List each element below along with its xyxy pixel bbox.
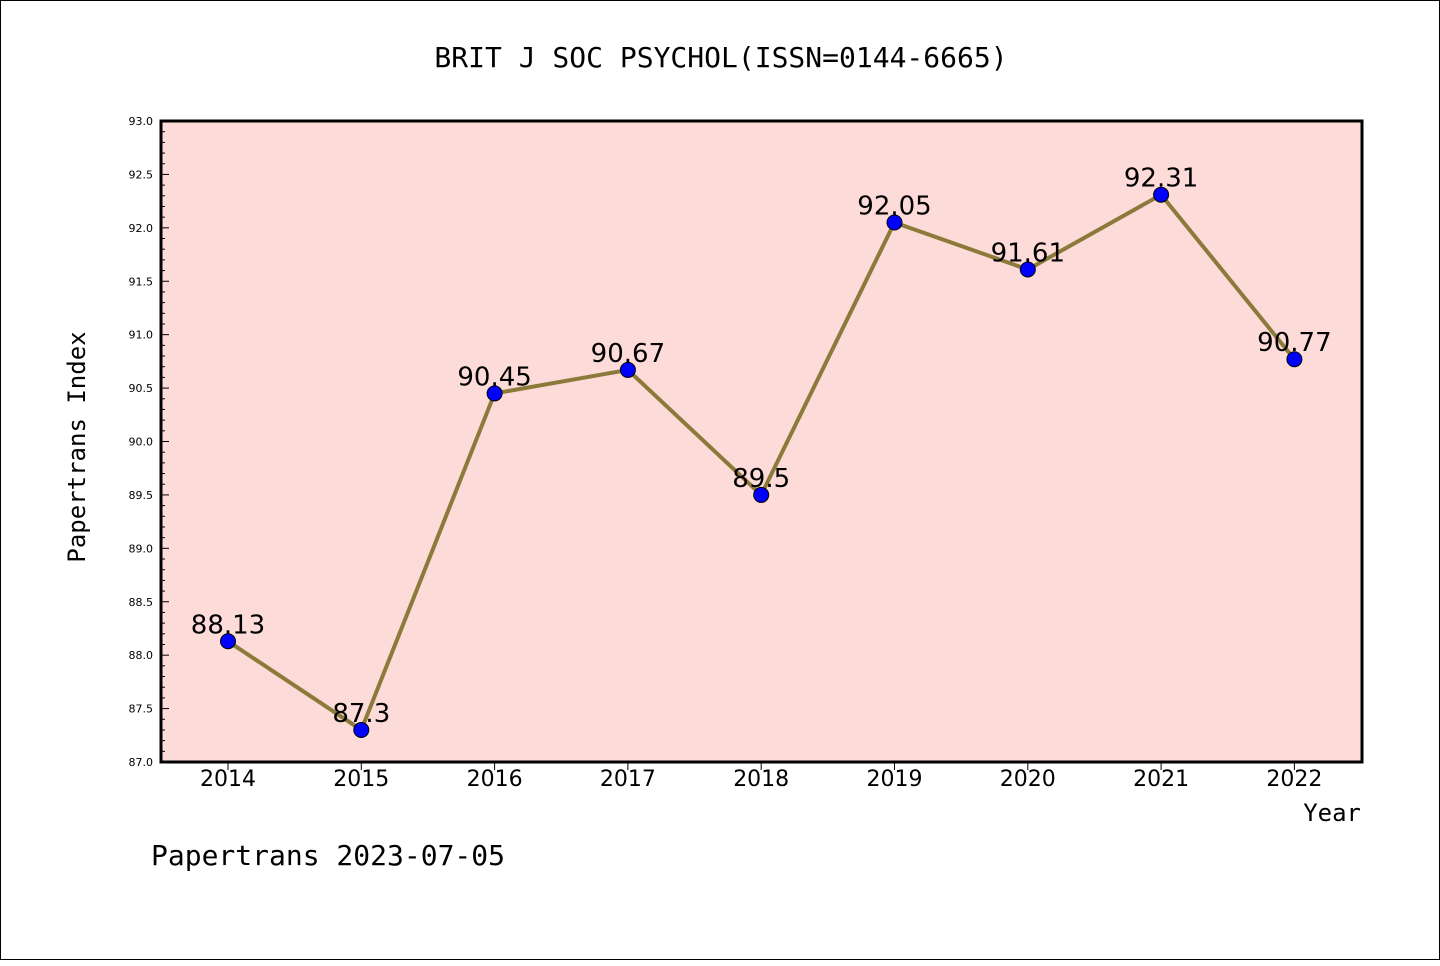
y-tick-label: 89.5 <box>129 489 154 502</box>
x-axis: 2014 2015 2016 2017 2018 2019 2020 2021 2022 <box>200 762 1322 792</box>
data-label: 88.13 <box>191 610 265 640</box>
y-tick-label: 92.0 <box>129 222 154 235</box>
data-label: 92.05 <box>857 191 931 221</box>
y-tick-label: 93.0 <box>129 115 154 128</box>
x-tick-label: 2014 <box>200 767 256 792</box>
y-axis: 87.0 87.5 88.0 88.5 89.0 89.5 90.0 90.5 91.0 91.5… <box>129 115 169 769</box>
data-label: 89.5 <box>732 464 790 494</box>
data-point <box>1153 186 1170 203</box>
data-label: 91.61 <box>991 238 1065 268</box>
x-tick-label: 2021 <box>1133 767 1189 792</box>
data-point <box>619 361 636 378</box>
data-point <box>486 385 503 402</box>
data-point <box>220 633 236 650</box>
x-tick-label: 2015 <box>333 767 389 792</box>
x-tick-label: 2016 <box>467 767 523 792</box>
plot-area <box>159 119 1364 764</box>
chart-title: BRIT J SOC PSYCHOL(ISSN=0144-6665) <box>434 41 1007 74</box>
y-tick-label: 88.5 <box>129 596 154 609</box>
y-tick-label: 91.5 <box>129 275 154 288</box>
data-point <box>1286 351 1303 368</box>
x-tick-label: 2018 <box>733 767 789 792</box>
data-label: 90.77 <box>1257 328 1331 358</box>
data-label: 90.67 <box>591 339 665 369</box>
data-label: 90.45 <box>457 362 531 392</box>
y-tick-label: 90.5 <box>129 382 154 395</box>
footer-text: Papertrans 2023-07-05 <box>151 839 505 872</box>
x-tick-label: 2017 <box>600 767 656 792</box>
x-axis-label: Year <box>1303 799 1361 827</box>
data-point <box>886 214 903 231</box>
data-label: 92.31 <box>1124 164 1198 194</box>
data-label: 87.3 <box>332 699 390 729</box>
y-tick-label: 92.5 <box>129 168 154 181</box>
y-tick-label: 90.0 <box>129 436 154 449</box>
y-tick-label: 88.0 <box>129 649 154 662</box>
x-tick-label: 2020 <box>1000 767 1056 792</box>
data-point <box>353 721 370 738</box>
y-tick-label: 89.0 <box>129 542 154 555</box>
y-axis-label: Papertrans Index <box>63 331 91 562</box>
data-point <box>753 486 770 503</box>
y-tick-label: 91.0 <box>129 329 154 342</box>
x-tick-label: 2022 <box>1266 767 1322 792</box>
data-point <box>1019 261 1036 278</box>
data-labels-layer: 88.13 87.3 90.45 90.67 89.5 92.05 91.61 92.31 90… <box>191 164 1332 729</box>
y-tick-label: 87.5 <box>129 703 154 716</box>
x-tick-label: 2019 <box>867 767 923 792</box>
series-layer <box>220 186 1303 738</box>
y-tick-label: 87.0 <box>129 756 154 769</box>
